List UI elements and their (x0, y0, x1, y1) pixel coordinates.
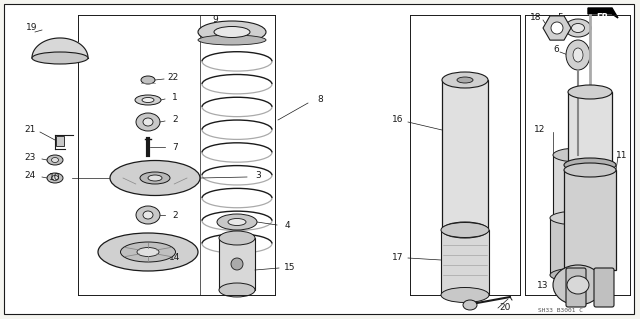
Ellipse shape (148, 175, 162, 181)
Text: 10: 10 (49, 174, 61, 182)
Circle shape (551, 22, 563, 34)
Ellipse shape (565, 19, 591, 37)
Ellipse shape (143, 211, 153, 219)
Bar (564, 170, 616, 270)
Ellipse shape (136, 113, 160, 131)
Text: 2: 2 (172, 115, 178, 124)
Ellipse shape (553, 148, 603, 162)
Ellipse shape (198, 35, 266, 45)
Text: 4: 4 (284, 220, 290, 229)
Text: 8: 8 (317, 95, 323, 105)
Text: FR.: FR. (596, 12, 611, 21)
Ellipse shape (47, 173, 63, 183)
Ellipse shape (442, 72, 488, 88)
Bar (56, 136, 64, 146)
Ellipse shape (553, 265, 603, 305)
Ellipse shape (98, 233, 198, 271)
Ellipse shape (141, 76, 155, 84)
Ellipse shape (550, 211, 606, 225)
Circle shape (231, 258, 243, 270)
Ellipse shape (140, 172, 170, 184)
Ellipse shape (142, 98, 154, 102)
Ellipse shape (51, 175, 58, 181)
Bar (553, 155, 603, 225)
Ellipse shape (32, 52, 88, 64)
Bar (441, 230, 489, 295)
Text: 22: 22 (168, 73, 179, 83)
Text: 11: 11 (616, 151, 628, 160)
Ellipse shape (550, 268, 606, 282)
Ellipse shape (441, 287, 489, 302)
Ellipse shape (457, 77, 473, 83)
Text: 20: 20 (499, 303, 511, 313)
Ellipse shape (219, 283, 255, 297)
Text: 13: 13 (537, 280, 548, 290)
FancyBboxPatch shape (594, 268, 614, 307)
Ellipse shape (566, 40, 590, 70)
Text: 16: 16 (392, 115, 404, 124)
Ellipse shape (564, 163, 616, 177)
Text: 3: 3 (255, 172, 261, 181)
Bar (550, 218, 606, 275)
Ellipse shape (136, 206, 160, 224)
Ellipse shape (47, 155, 63, 165)
Text: 15: 15 (284, 263, 296, 272)
Text: 7: 7 (172, 143, 178, 152)
Bar (568, 92, 612, 165)
Text: 19: 19 (26, 24, 38, 33)
Text: 18: 18 (531, 13, 541, 23)
Polygon shape (32, 38, 88, 58)
Text: SH33 B3001 C: SH33 B3001 C (538, 308, 582, 314)
Ellipse shape (219, 231, 255, 245)
Ellipse shape (463, 300, 477, 310)
Ellipse shape (217, 214, 257, 230)
Text: 1: 1 (172, 93, 178, 102)
Text: 17: 17 (392, 254, 404, 263)
Polygon shape (588, 8, 618, 18)
Ellipse shape (567, 276, 589, 294)
Text: 6: 6 (553, 46, 559, 55)
Bar (442, 80, 488, 230)
Ellipse shape (214, 26, 250, 38)
Ellipse shape (572, 24, 584, 33)
Ellipse shape (51, 158, 58, 162)
Ellipse shape (442, 222, 488, 238)
Ellipse shape (143, 118, 153, 126)
Ellipse shape (135, 95, 161, 105)
Text: 2: 2 (172, 211, 178, 219)
Ellipse shape (568, 85, 612, 99)
Text: 23: 23 (24, 153, 36, 162)
Text: 14: 14 (170, 254, 180, 263)
Ellipse shape (564, 158, 616, 172)
Ellipse shape (120, 242, 175, 262)
Text: 9: 9 (212, 16, 218, 25)
Bar (219, 238, 255, 290)
Text: 12: 12 (534, 125, 546, 135)
Text: 21: 21 (24, 125, 36, 135)
Ellipse shape (110, 160, 200, 196)
Ellipse shape (573, 48, 583, 62)
Ellipse shape (198, 21, 266, 43)
Text: 5: 5 (557, 13, 563, 23)
FancyBboxPatch shape (566, 268, 586, 307)
Text: 24: 24 (24, 172, 36, 181)
Ellipse shape (441, 222, 489, 238)
Ellipse shape (228, 219, 246, 226)
Ellipse shape (137, 248, 159, 256)
